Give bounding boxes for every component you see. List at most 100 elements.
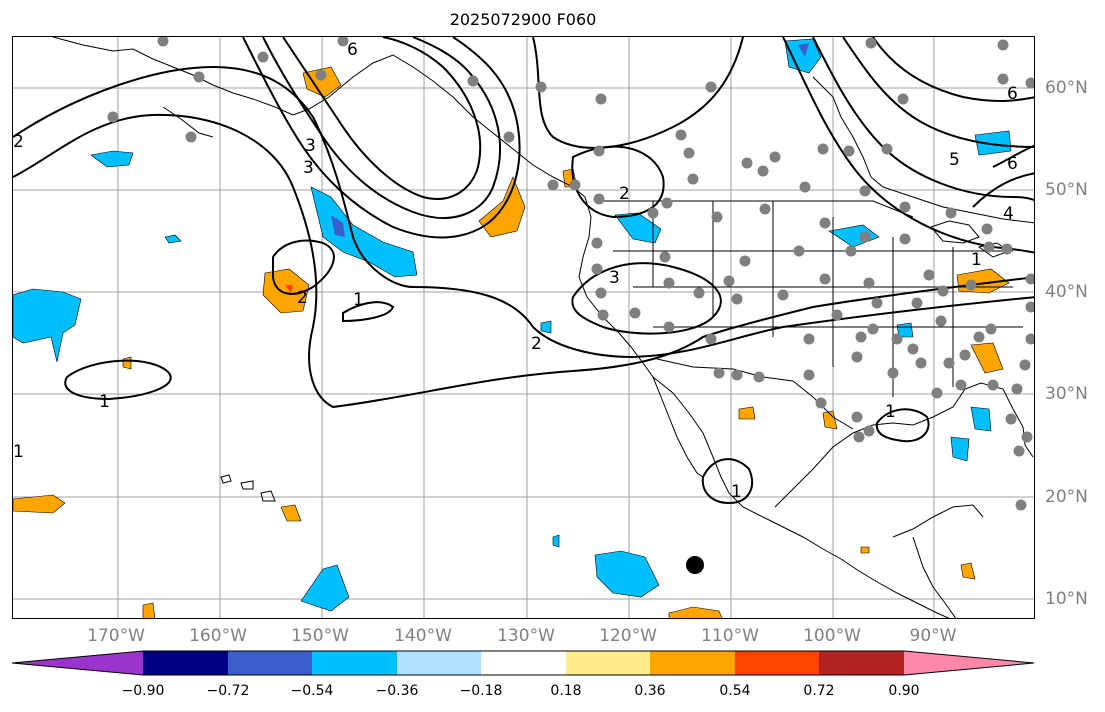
station-dot (803, 333, 815, 345)
negative-anomaly-patch (614, 212, 662, 244)
station-dot (867, 323, 879, 335)
station-dot (959, 349, 971, 361)
map-canvas: 1 1 1 1 1 1 2 2 2 2 3 3 3 4 5 6 6 6 (13, 37, 1034, 618)
longitude-label: 150°W (291, 626, 349, 646)
colorbar-segment (12, 651, 143, 675)
station-dot (1025, 301, 1034, 313)
station-dot (1005, 413, 1017, 425)
colorbar-segment (819, 651, 904, 675)
station-dot (739, 255, 751, 267)
station-dot (935, 315, 947, 327)
station-dot (535, 81, 547, 93)
station-dot (663, 321, 675, 333)
station-dot (799, 181, 811, 193)
latitude-label: 20°N (1045, 487, 1088, 507)
colorbar-tick-label: −0.18 (459, 683, 503, 699)
station-dot (871, 297, 883, 309)
contour-label: 1 (99, 392, 110, 412)
positive-anomaly-patch (860, 546, 870, 554)
station-dot (723, 275, 735, 287)
station-dot (853, 431, 865, 443)
longitude-label: 120°W (599, 626, 657, 646)
negative-anomaly-patch (300, 564, 350, 612)
station-dot (819, 217, 831, 229)
station-dot (759, 203, 771, 215)
station-dot (831, 309, 843, 321)
negative-anomaly-patch (784, 38, 822, 74)
station-dot (943, 357, 955, 369)
colorbar-segment (904, 651, 1034, 675)
station-dot (711, 211, 723, 223)
latitude-label: 10°N (1045, 589, 1088, 609)
latitude-label: 40°N (1045, 282, 1088, 302)
contour-label: 5 (949, 150, 960, 170)
contour-label: 2 (13, 132, 24, 152)
station-dot (911, 297, 923, 309)
station-dot (593, 145, 605, 157)
station-dot (1019, 359, 1031, 371)
negative-anomaly-patch (164, 234, 182, 244)
colorbar-outline (12, 650, 1035, 676)
station-dot (865, 37, 877, 49)
contour-label-group: 1 1 1 1 1 1 2 2 2 2 3 3 3 4 5 6 6 6 (13, 40, 1018, 502)
station-dot (659, 251, 671, 263)
colorbar-tick-label: 0.18 (550, 683, 582, 699)
colorbar (12, 650, 1035, 676)
colorbar-segment (735, 651, 819, 675)
negative-anomaly-patch (594, 550, 660, 598)
colorbar-tick-label: −0.54 (290, 683, 334, 699)
station-dot (907, 343, 919, 355)
latitude-label: 50°N (1045, 180, 1088, 200)
station-dot (315, 69, 327, 81)
station-dot (983, 241, 995, 253)
positive-anomaly-patch (285, 285, 293, 293)
contour-lines (13, 37, 1034, 505)
station-dot (897, 93, 909, 105)
station-dot (985, 323, 997, 335)
positive-anomaly-patch (302, 66, 342, 98)
contour-label: 1 (885, 402, 896, 422)
station-dot (257, 51, 269, 63)
positive-anomaly-patch (970, 342, 1004, 374)
station-dot (819, 273, 831, 285)
station-dot (859, 185, 871, 197)
longitude-label: 100°W (803, 626, 861, 646)
longitude-label: 160°W (189, 626, 247, 646)
contour-label: 1 (971, 250, 982, 270)
station-dot (1011, 383, 1023, 395)
station-dot (987, 379, 999, 391)
station-dot (467, 75, 479, 87)
map-panel[interactable]: 1 1 1 1 1 1 2 2 2 2 3 3 3 4 5 6 6 6 (12, 36, 1035, 619)
negative-anomaly-patch (540, 320, 552, 334)
station-dot (1025, 333, 1034, 345)
positive-anomaly-patch (142, 602, 156, 618)
station-dot (997, 73, 1009, 85)
station-dot (859, 231, 871, 243)
station-dot (1015, 499, 1027, 511)
colorbar-segment (143, 651, 228, 675)
station-dot (891, 333, 903, 345)
longitude-label: 110°W (701, 626, 759, 646)
colorbar-tick-label: 0.36 (634, 683, 666, 699)
storm-center-marker (686, 556, 704, 574)
station-dot (899, 201, 911, 213)
station-dot (661, 197, 673, 209)
contour-label: 3 (305, 136, 316, 156)
negative-anomaly-patch (552, 534, 560, 548)
station-dot (647, 207, 659, 219)
station-dot (973, 331, 985, 343)
positive-anomaly-patch (668, 606, 723, 618)
station-dot (915, 357, 927, 369)
colorbar-tick-label: −0.90 (121, 683, 165, 699)
station-dot (687, 173, 699, 185)
station-dot (931, 387, 943, 399)
contour-label: 1 (13, 442, 24, 462)
station-dot (863, 277, 875, 289)
station-dot (597, 309, 609, 321)
contour-label: 1 (353, 290, 364, 310)
station-dot (1025, 77, 1034, 89)
colorbar-segment (650, 651, 735, 675)
station-dot (793, 245, 805, 257)
contour-label: 6 (1007, 154, 1018, 174)
station-dot (591, 237, 603, 249)
